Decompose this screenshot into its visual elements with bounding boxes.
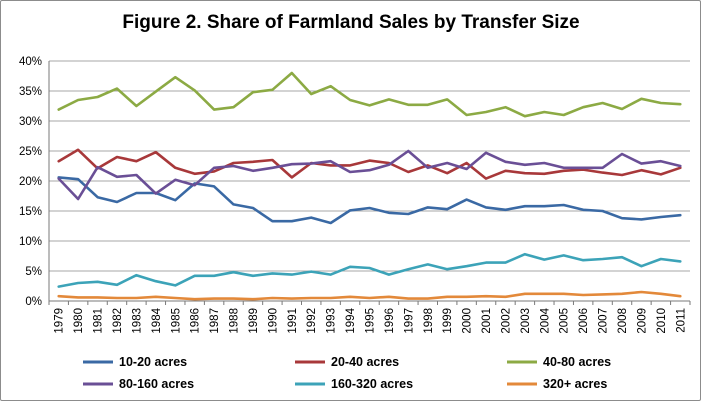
x-tick-label: 1999 xyxy=(442,308,454,334)
y-axis-ticks: 0% 5% 10% 15% 20% 25% 30% 35% 40% xyxy=(19,56,42,308)
series-line-320-acres xyxy=(57,290,682,301)
x-tick-label: 1984 xyxy=(151,307,163,333)
x-tick-label: 1989 xyxy=(248,308,260,334)
x-tick-label: 2005 xyxy=(559,308,571,334)
axes xyxy=(48,61,691,305)
x-tick-label: 2010 xyxy=(656,308,668,334)
y-tick-label: 10% xyxy=(19,236,42,248)
x-tick-label: 2002 xyxy=(500,308,512,334)
chart-title: Figure 2. Share of Farmland Sales by Tra… xyxy=(122,12,579,33)
x-tick-label: 1997 xyxy=(403,308,415,334)
x-tick-label: 1979 xyxy=(54,308,66,334)
series-line-40-80-acres xyxy=(57,71,682,118)
series-line-160-320-acres xyxy=(57,252,682,288)
x-tick-label: 2007 xyxy=(598,308,610,334)
x-tick-label: 1988 xyxy=(229,308,241,334)
x-tick-label: 1985 xyxy=(170,308,182,334)
x-tick-label: 1983 xyxy=(131,308,143,334)
x-tick-label: 1991 xyxy=(287,308,299,334)
y-tick-label: 35% xyxy=(19,86,42,98)
legend-label: 320+ acres xyxy=(543,377,607,391)
x-tick-label: 1987 xyxy=(209,308,221,334)
legend-label: 80-160 acres xyxy=(119,377,194,391)
y-tick-label: 5% xyxy=(25,266,42,278)
y-tick-label: 20% xyxy=(19,176,42,188)
x-tick-label: 1990 xyxy=(267,308,279,334)
x-tick-label: 1992 xyxy=(306,308,318,334)
x-tick-label: 1996 xyxy=(384,308,396,334)
x-tick-label: 1995 xyxy=(365,308,377,334)
series-line-80-160-acres xyxy=(57,149,682,201)
x-tick-label: 1986 xyxy=(190,308,202,334)
y-tick-label: 40% xyxy=(19,56,42,68)
x-tick-label: 1981 xyxy=(93,308,105,334)
x-tick-label: 2006 xyxy=(578,308,590,334)
series-line-10-20-acres xyxy=(57,176,682,225)
x-tick-label: 1980 xyxy=(73,308,85,334)
x-tick-label: 2004 xyxy=(539,307,551,333)
series-lines xyxy=(57,71,682,301)
x-tick-label: 1998 xyxy=(423,308,435,334)
x-tick-label: 1993 xyxy=(326,308,338,334)
legend-label: 10-20 acres xyxy=(119,355,187,369)
legend-label: 160-320 acres xyxy=(331,377,413,391)
legend-label: 20-40 acres xyxy=(331,355,399,369)
y-tick-label: 25% xyxy=(19,146,42,158)
y-tick-label: 30% xyxy=(19,116,42,128)
gridlines xyxy=(49,60,690,272)
x-axis-ticks: 1979 1980 1981 1982 1983 1984 1985 1986 1987 1988… xyxy=(54,307,688,333)
x-tick-label: 2008 xyxy=(617,308,629,334)
x-tick-label: 1994 xyxy=(345,307,357,333)
y-tick-label: 0% xyxy=(25,296,42,308)
x-tick-label: 2009 xyxy=(636,308,648,334)
x-tick-label: 2000 xyxy=(462,308,474,334)
y-tick-label: 15% xyxy=(19,206,42,218)
x-tick-label: 2011 xyxy=(675,308,687,333)
x-tick-label: 2001 xyxy=(481,308,493,334)
legend-label: 40-80 acres xyxy=(543,355,611,369)
x-tick-label: 2003 xyxy=(520,308,532,334)
x-tick-label: 1982 xyxy=(112,308,124,334)
series-line-20-40-acres xyxy=(57,148,682,180)
legend: 10-20 acres 20-40 acres 40-80 acres 80-160 … xyxy=(83,355,611,391)
